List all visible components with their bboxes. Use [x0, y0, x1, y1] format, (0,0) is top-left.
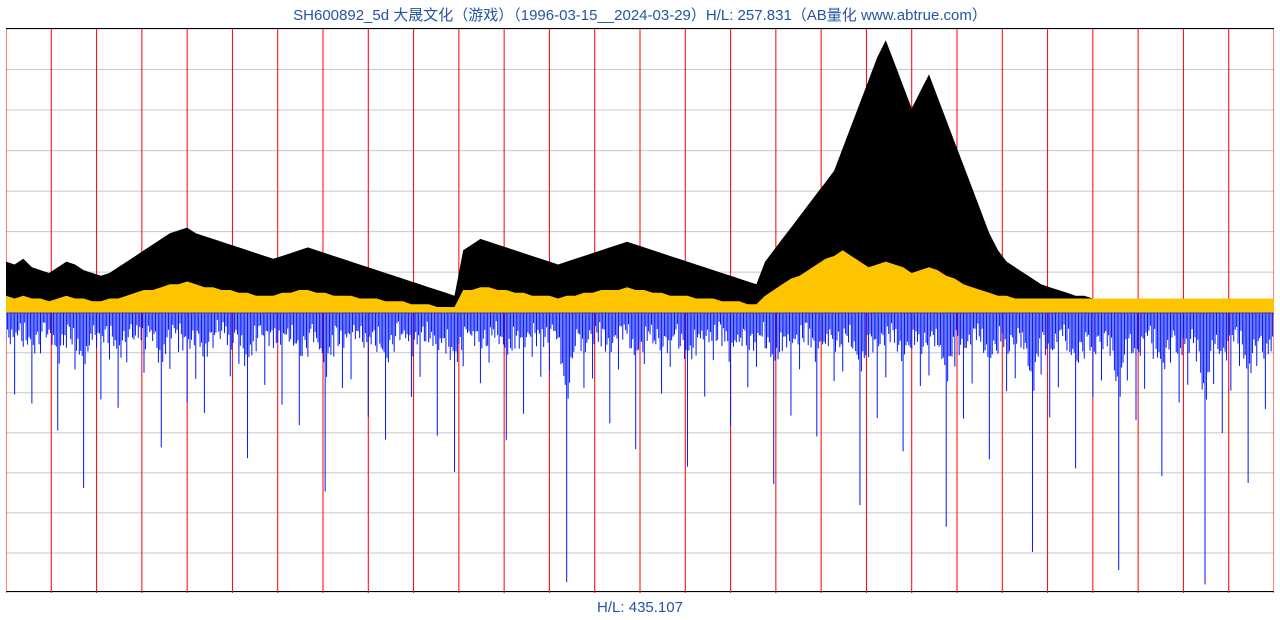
- stock-chart-container: SH600892_5d 大晟文化（游戏）（1996-03-15__2024-03…: [0, 0, 1280, 620]
- chart-plot-area: [6, 28, 1274, 592]
- chart-title: SH600892_5d 大晟文化（游戏）（1996-03-15__2024-03…: [0, 4, 1280, 25]
- chart-svg: [6, 29, 1274, 593]
- chart-bottom-label: H/L: 435.107: [0, 599, 1280, 616]
